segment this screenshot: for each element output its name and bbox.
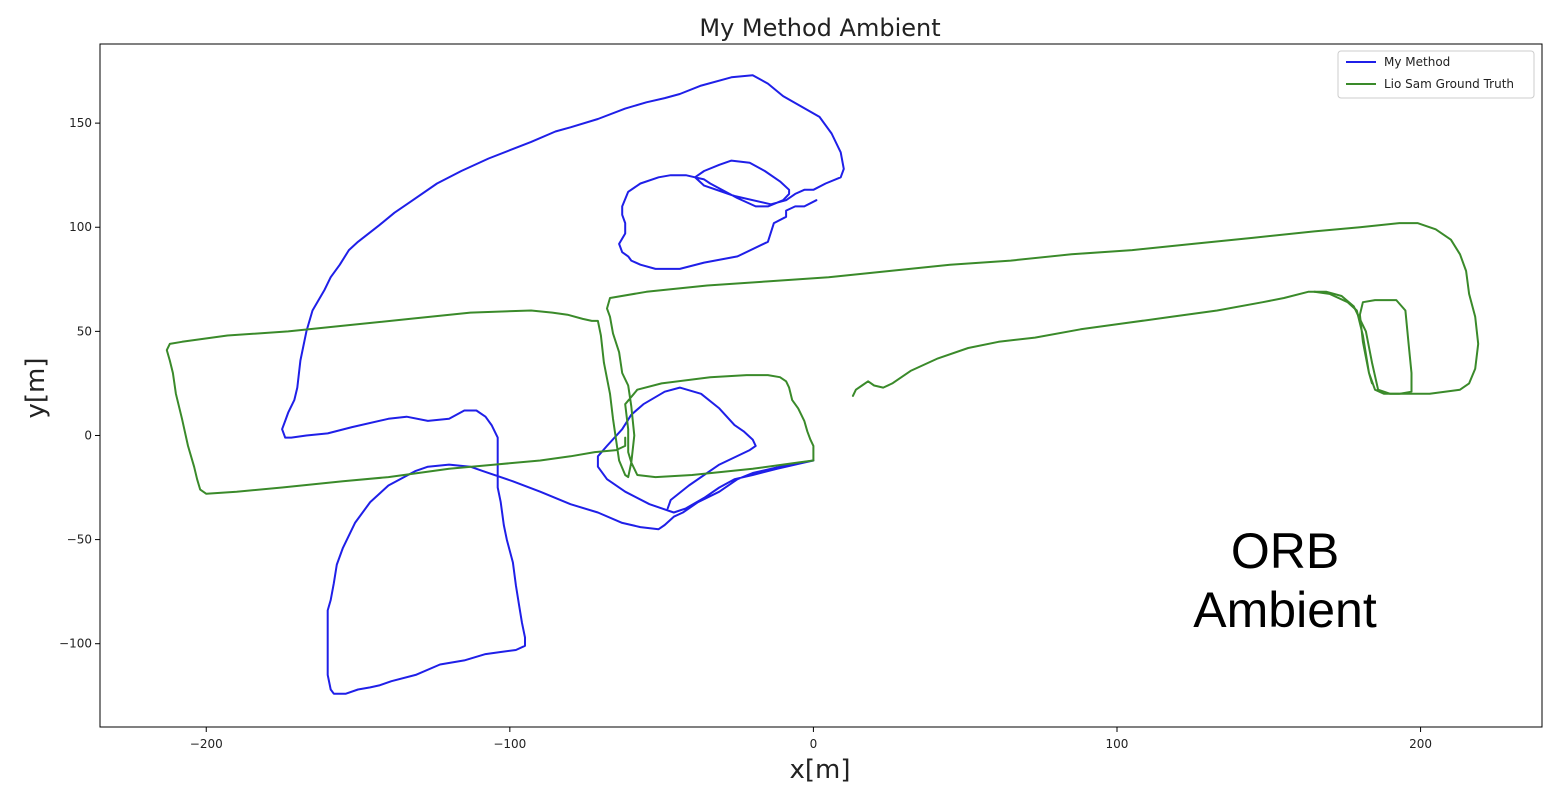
annotation-line-1: ORB xyxy=(1230,523,1340,579)
x-tick-label: 0 xyxy=(810,737,818,751)
annotation-line-2: Ambient xyxy=(1193,582,1377,638)
series-layer xyxy=(165,74,1480,695)
series-line-segment-2 xyxy=(1313,290,1413,395)
legend-label-lio-sam: Lio Sam Ground Truth xyxy=(1384,77,1514,91)
plot-area xyxy=(99,43,1543,728)
y-tick-label: 0 xyxy=(84,428,92,442)
y-tick-label: −50 xyxy=(67,533,92,547)
y-tick-label: 150 xyxy=(69,116,92,130)
legend: My Method Lio Sam Ground Truth xyxy=(1337,50,1535,99)
legend-box xyxy=(1337,50,1535,99)
y-tick-label: 50 xyxy=(77,324,92,338)
legend-label-my-method: My Method xyxy=(1384,55,1450,69)
y-axis-label: y[m] xyxy=(21,357,51,418)
x-tick-label: 200 xyxy=(1409,737,1432,751)
x-axis-ticks: −200 −100 0 100 200 xyxy=(190,727,1432,751)
annotation-label: ORB Ambient xyxy=(1120,522,1450,640)
y-tick-label: 100 xyxy=(69,220,92,234)
x-tick-label: 100 xyxy=(1106,737,1129,751)
y-tick-label: −100 xyxy=(59,637,92,651)
chart-title: My Method Ambient xyxy=(699,14,940,42)
y-axis-ticks: −100 −50 0 50 100 150 xyxy=(59,116,100,651)
x-axis-label: x[m] xyxy=(789,755,850,785)
x-tick-label: −100 xyxy=(493,737,526,751)
x-tick-label: −200 xyxy=(190,737,223,751)
